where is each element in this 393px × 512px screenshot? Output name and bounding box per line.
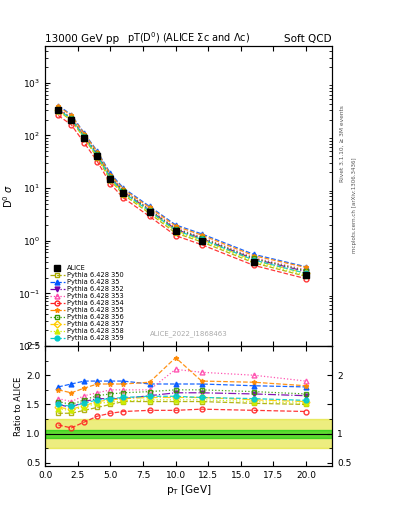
- Y-axis label: D$^0$ $\sigma$: D$^0$ $\sigma$: [2, 184, 15, 208]
- Title: pT(D$^0$) (ALICE $\Sigma$c and $\Lambda$c): pT(D$^0$) (ALICE $\Sigma$c and $\Lambda$…: [127, 30, 250, 46]
- Text: Rivet 3.1.10, ≥ 3M events: Rivet 3.1.10, ≥ 3M events: [340, 105, 345, 182]
- Text: ALICE_2022_I1868463: ALICE_2022_I1868463: [150, 330, 228, 337]
- Text: mcplots.cern.ch [arXiv:1306.3436]: mcplots.cern.ch [arXiv:1306.3436]: [352, 157, 357, 252]
- X-axis label: p$_{\rm T}$ [GeV]: p$_{\rm T}$ [GeV]: [166, 482, 211, 497]
- Legend: ALICE, Pythia 6.428 350, Pythia 6.428 35, Pythia 6.428 352, Pythia 6.428 353, Py: ALICE, Pythia 6.428 350, Pythia 6.428 35…: [48, 264, 125, 343]
- Bar: [45, 430, 332, 438]
- Text: Soft QCD: Soft QCD: [285, 33, 332, 44]
- Text: 13000 GeV pp: 13000 GeV pp: [45, 33, 119, 44]
- Y-axis label: Ratio to ALICE: Ratio to ALICE: [14, 376, 23, 436]
- Bar: [45, 419, 332, 449]
